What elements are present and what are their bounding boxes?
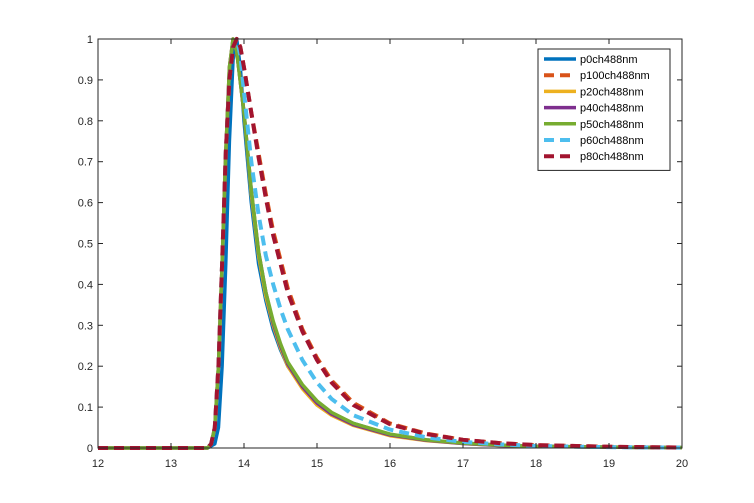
y-tick-label: 0.7	[78, 157, 93, 169]
y-tick-label: 0.4	[78, 279, 93, 291]
series-layer	[98, 37, 682, 450]
y-tick-label: 0.8	[78, 116, 93, 128]
series-line-p80ch488nm	[98, 37, 682, 450]
y-tick-label: 0	[87, 443, 93, 455]
legend-label: p0ch488nm	[580, 54, 638, 66]
y-tick-label: 0.9	[78, 75, 93, 87]
legend-label: p40ch488nm	[580, 103, 644, 115]
legend: p0ch488nm p100ch488nm p20ch488nm p40ch488nm…	[537, 48, 671, 171]
x-tick-label: 19	[603, 458, 615, 470]
y-tick-label: 1	[87, 34, 93, 46]
y-tick-label: 0.1	[78, 402, 93, 414]
x-tick-label: 16	[384, 458, 396, 470]
x-tick-label: 20	[676, 458, 688, 470]
x-tick-label: 14	[238, 458, 250, 470]
y-tick-label: 0.5	[78, 239, 93, 251]
legend-label: p80ch488nm	[580, 151, 644, 163]
legend-label: p100ch488nm	[580, 70, 650, 82]
legend-label: p50ch488nm	[580, 119, 644, 131]
x-tick-label: 17	[457, 458, 469, 470]
x-tick-label: 12	[92, 458, 104, 470]
y-tick-label: 0.6	[78, 198, 93, 210]
legend-label: p60ch488nm	[580, 135, 644, 147]
axes-layer: 12 13 14 15 16 17 18 19 20 0 0.1 0.2 0.3 0.4 0.5 0.6 0.7…	[78, 34, 688, 470]
y-tick-label: 0.3	[78, 320, 93, 332]
legend-label: p20ch488nm	[580, 86, 644, 98]
x-tick-label: 18	[530, 458, 542, 470]
x-tick-label: 13	[165, 458, 177, 470]
legend-box	[537, 48, 671, 171]
x-tick-label: 15	[311, 458, 323, 470]
y-tick-label: 0.2	[78, 361, 93, 373]
